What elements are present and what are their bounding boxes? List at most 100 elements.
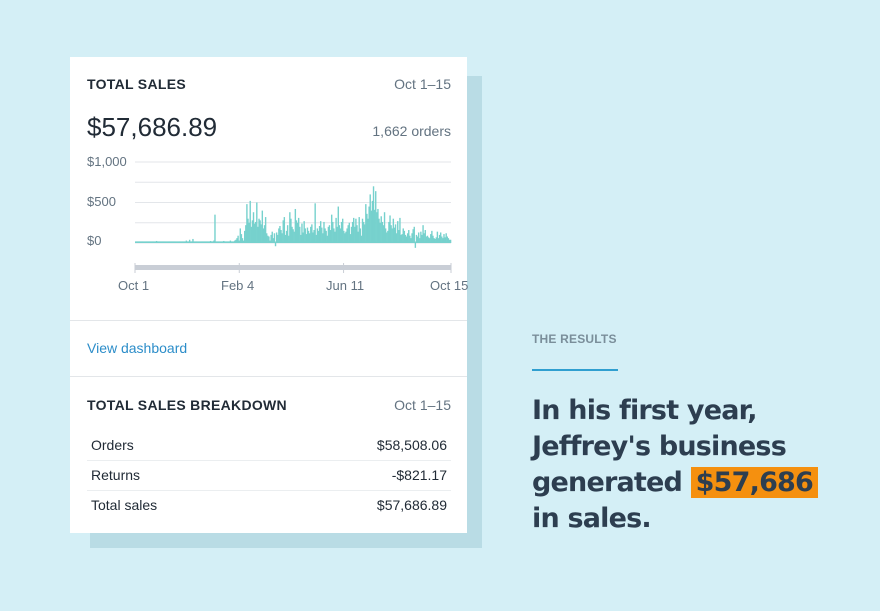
- divider: [70, 376, 467, 377]
- chart-bar: [399, 217, 401, 243]
- chart-bar: [358, 217, 360, 243]
- chart-bar: [441, 236, 443, 243]
- chart-bar: [249, 200, 251, 243]
- chart-bar: [376, 212, 378, 243]
- chart-bar: [443, 234, 445, 243]
- chart-bar: [414, 243, 417, 248]
- chart-bar: [322, 233, 324, 243]
- chart-bar: [404, 234, 407, 243]
- chart-bar: [364, 224, 366, 243]
- chart-bar: [330, 214, 333, 243]
- view-dashboard-link[interactable]: View dashboard: [87, 340, 188, 356]
- chart-bar: [426, 235, 429, 243]
- chart-bar: [274, 243, 277, 247]
- chart-bar: [437, 238, 440, 243]
- chart-bar: [332, 221, 334, 243]
- chart-bar: [386, 232, 388, 243]
- breakdown-title: TOTAL SALES BREAKDOWN: [87, 397, 287, 413]
- divider: [70, 320, 467, 321]
- chart-bar: [192, 238, 194, 243]
- x-tick-label: Oct 1: [118, 278, 150, 293]
- chart-bar: [324, 228, 326, 243]
- results-eyebrow: THE RESULTS: [532, 332, 617, 346]
- chart-bar: [334, 231, 336, 243]
- x-tick-label: Oct 15: [430, 278, 469, 293]
- chart-bar: [361, 218, 364, 243]
- range-slider-track[interactable]: [135, 265, 451, 270]
- chart-bar: [395, 233, 398, 243]
- headline-line: Jeffrey's business: [532, 431, 787, 462]
- chart-bar: [262, 228, 265, 243]
- breakdown-date-range: Oct 1–15: [394, 397, 451, 413]
- chart-bar: [369, 194, 371, 243]
- chart-bar: [427, 237, 430, 243]
- chart-bar: [313, 230, 315, 243]
- chart-bar: [295, 220, 298, 243]
- chart-bar: [241, 238, 244, 243]
- chart-bar: [354, 226, 356, 243]
- breakdown-row-returns: Returns -$821.17: [87, 461, 451, 491]
- chart-bar: [260, 224, 262, 243]
- row-value: -$821.17: [391, 467, 447, 483]
- row-label: Total sales: [91, 497, 158, 513]
- chart-bar: [390, 225, 392, 243]
- chart-bar: [257, 226, 259, 243]
- chart-bar: [236, 238, 238, 243]
- chart-bar: [251, 220, 254, 243]
- chart-bar: [367, 218, 369, 243]
- chart-bar: [412, 229, 414, 243]
- chart-bar: [442, 238, 444, 243]
- chart-bar: [291, 226, 293, 243]
- chart-bar: [301, 223, 303, 243]
- chart-bar: [381, 221, 384, 243]
- chart-bar: [244, 230, 246, 243]
- chart-bar: [308, 233, 311, 243]
- chart-bar: [379, 222, 381, 243]
- chart-bar: [282, 220, 284, 243]
- chart-bar: [366, 213, 368, 243]
- chart-bar: [304, 228, 306, 243]
- chart-bar: [325, 230, 327, 243]
- chart-bar: [246, 204, 248, 243]
- chart-bar: [400, 234, 402, 243]
- row-label: Returns: [91, 467, 141, 483]
- chart-bar: [375, 191, 377, 243]
- chart-bar: [245, 225, 247, 243]
- chart-bar: [264, 217, 267, 243]
- chart-bar: [410, 238, 412, 243]
- chart-bar: [271, 231, 273, 243]
- chart-bar: [346, 228, 348, 243]
- chart-bar: [392, 218, 395, 243]
- x-tick-label: Jun 11: [326, 278, 365, 293]
- chart-bar: [283, 217, 286, 243]
- chart-bar: [328, 225, 331, 243]
- accent-divider: [532, 369, 618, 371]
- chart-bar: [434, 238, 436, 243]
- chart-bar: [261, 210, 264, 243]
- chart-bar: [294, 208, 297, 243]
- chart-bar: [268, 236, 270, 243]
- chart-bar: [263, 225, 266, 243]
- chart-bar: [380, 216, 382, 243]
- chart-bar: [286, 225, 289, 243]
- chart-bar: [349, 234, 352, 243]
- chart-bar: [391, 228, 393, 243]
- chart-bar: [278, 228, 280, 243]
- chart-bar: [316, 228, 319, 243]
- headline-line: generated $57,686: [532, 465, 852, 501]
- chart-bar: [448, 239, 451, 243]
- row-divider: [87, 490, 451, 491]
- chart-bar: [401, 234, 403, 243]
- chart-bar: [359, 228, 362, 243]
- chart-bar: [281, 233, 283, 243]
- chart-bar: [371, 200, 374, 243]
- chart-bar: [321, 227, 323, 243]
- highlighted-amount: $57,686: [690, 467, 819, 498]
- chart-bar: [290, 218, 292, 243]
- chart-bar: [417, 232, 420, 243]
- chart-bar: [408, 230, 410, 243]
- chart-bar: [318, 225, 321, 243]
- chart-bar: [360, 235, 363, 243]
- chart-bar: [305, 234, 308, 243]
- chart-bar: [447, 238, 450, 243]
